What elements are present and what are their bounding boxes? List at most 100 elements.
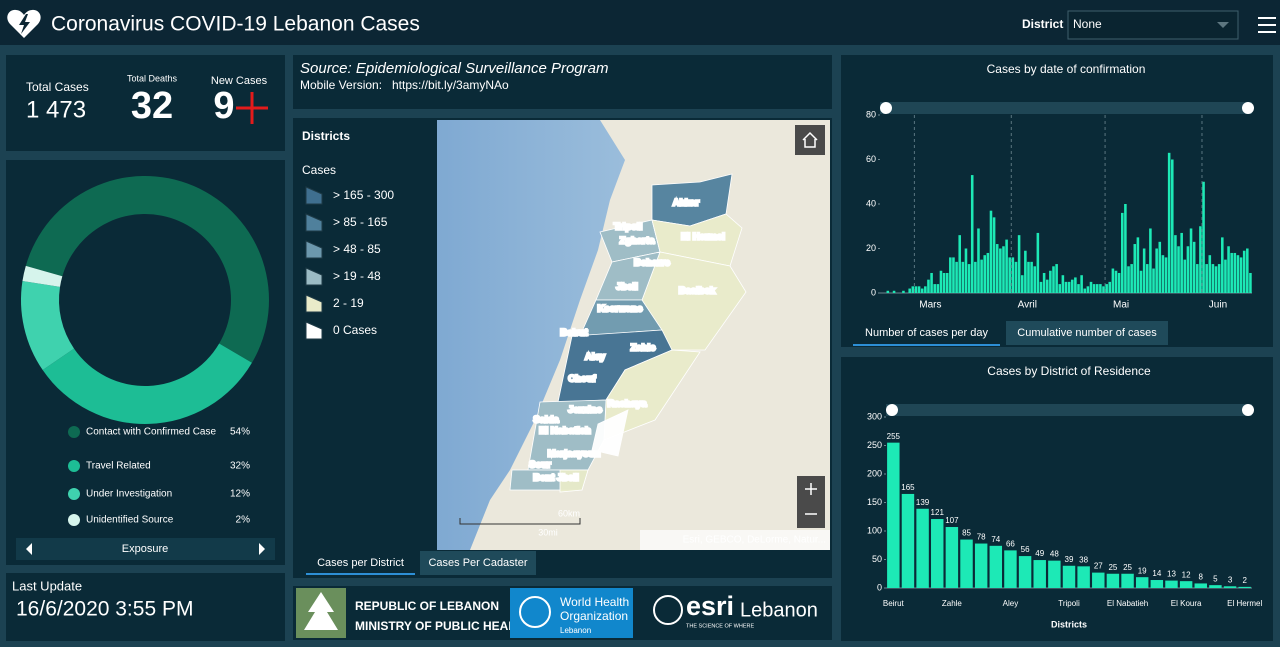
x-tick-label: Aley bbox=[1003, 599, 1019, 608]
bar bbox=[989, 545, 1003, 588]
update-panel bbox=[6, 573, 285, 641]
bar bbox=[917, 286, 921, 293]
map-legend-subtitle: Cases bbox=[302, 163, 336, 177]
legend-swatch bbox=[305, 321, 323, 340]
bar bbox=[901, 493, 915, 588]
bar bbox=[1209, 585, 1222, 588]
chart-tab[interactable] bbox=[853, 321, 1000, 345]
bar bbox=[1083, 288, 1087, 293]
chart-tab-label[interactable]: Number of cases per day bbox=[865, 327, 988, 339]
bar bbox=[1127, 266, 1130, 293]
map-tab-label[interactable]: Cases Per Cadaster bbox=[428, 557, 527, 569]
esri-country: Lebanon bbox=[740, 599, 818, 621]
x-tick-label: El Hermel bbox=[1227, 599, 1262, 608]
x-tick-label: Juin bbox=[1209, 300, 1227, 311]
legend-value: 54% bbox=[230, 427, 250, 438]
district-label: Saida bbox=[533, 415, 559, 426]
menu-button[interactable] bbox=[1258, 17, 1276, 33]
district-label: El Nabatieh bbox=[539, 426, 591, 437]
total-deaths-label: Total Deaths bbox=[127, 73, 178, 83]
last-update-label: Last Update bbox=[12, 578, 82, 593]
bar bbox=[1208, 255, 1212, 293]
chart-tab-label[interactable]: Cumulative number of cases bbox=[1017, 327, 1157, 339]
bar bbox=[1196, 264, 1199, 293]
bar bbox=[1039, 281, 1043, 293]
bar bbox=[1152, 268, 1155, 293]
map-tab[interactable] bbox=[306, 551, 415, 575]
dropdown-box[interactable] bbox=[1067, 10, 1239, 40]
bar bbox=[1135, 577, 1149, 588]
bar-value-label: 38 bbox=[1079, 555, 1088, 564]
range-slider-handle[interactable] bbox=[886, 404, 898, 416]
district-label: Aley bbox=[585, 352, 606, 363]
bar bbox=[1214, 266, 1218, 293]
bar bbox=[1106, 573, 1120, 588]
bar bbox=[945, 527, 959, 588]
next-arrow[interactable] bbox=[259, 543, 265, 555]
map-tab[interactable] bbox=[420, 551, 536, 575]
range-slider-handle[interactable] bbox=[880, 102, 892, 114]
bar bbox=[1004, 550, 1017, 588]
bar bbox=[967, 264, 971, 293]
bar bbox=[930, 272, 933, 293]
bar bbox=[933, 284, 936, 293]
range-slider-handle[interactable] bbox=[1242, 102, 1254, 114]
bar bbox=[970, 175, 974, 293]
increase-icon bbox=[236, 92, 268, 124]
scale-km: 60km bbox=[558, 508, 580, 518]
bar-value-label: 25 bbox=[1123, 563, 1132, 572]
bar bbox=[980, 259, 983, 293]
zoom-controls[interactable] bbox=[797, 476, 825, 528]
prev-arrow[interactable] bbox=[26, 543, 32, 555]
bar bbox=[1011, 257, 1015, 293]
range-slider-handle[interactable] bbox=[1242, 404, 1254, 416]
bar bbox=[1205, 264, 1208, 293]
bar-value-label: 12 bbox=[1182, 570, 1191, 579]
bar-value-label: 14 bbox=[1152, 569, 1161, 578]
menu-line[interactable] bbox=[1258, 31, 1276, 33]
bar bbox=[986, 252, 990, 293]
bar bbox=[1171, 159, 1174, 293]
bar bbox=[1042, 272, 1046, 293]
home-button[interactable] bbox=[795, 125, 825, 155]
map-tab-label[interactable]: Cases per District bbox=[317, 557, 404, 569]
menu-line[interactable] bbox=[1258, 17, 1276, 19]
total-cases: 1 473 bbox=[26, 96, 86, 123]
app-icon-bolt bbox=[19, 14, 30, 34]
chart-title: Cases by date of confirmation bbox=[987, 62, 1146, 76]
esri-tagline: THE SCIENCE OF WHERE bbox=[686, 623, 754, 629]
bar bbox=[920, 288, 924, 293]
zoom-in[interactable] bbox=[805, 483, 817, 495]
app-title: Coronavirus COVID-19 Lebanon Cases bbox=[51, 13, 420, 36]
moph-line2: MINISTRY OF PUBLIC HEALTH bbox=[355, 619, 531, 633]
bar bbox=[977, 228, 980, 293]
bar bbox=[1242, 250, 1246, 293]
x-tick-label: El Koura bbox=[1171, 599, 1202, 608]
y-tick-label: 200 bbox=[867, 468, 882, 478]
moph-line1: REPUBLIC OF LEBANON bbox=[355, 599, 499, 613]
legend-swatch bbox=[305, 294, 323, 313]
chart-tab[interactable] bbox=[1006, 321, 1168, 345]
bar bbox=[1174, 235, 1177, 293]
bar bbox=[1102, 286, 1105, 293]
dropdown-value[interactable]: None bbox=[1073, 17, 1102, 31]
dropdown-caret[interactable] bbox=[1217, 22, 1229, 28]
mobile-link[interactable]: https://bit.ly/3amyNAo bbox=[392, 78, 509, 92]
bar bbox=[1183, 259, 1187, 293]
x-axis-title: Districts bbox=[1051, 619, 1087, 629]
bar bbox=[1020, 275, 1024, 293]
moph-emblem bbox=[304, 592, 338, 630]
bar bbox=[958, 235, 961, 293]
map-legend-label: > 165 - 300 bbox=[333, 188, 394, 202]
district-dropdown[interactable]: None bbox=[1067, 10, 1239, 40]
district-label: Jezzine bbox=[568, 405, 602, 416]
bar bbox=[1018, 556, 1032, 588]
legend-swatch bbox=[305, 267, 323, 286]
district-label: District bbox=[1022, 17, 1063, 31]
district-area bbox=[559, 469, 589, 493]
bar bbox=[1165, 580, 1178, 588]
home-icon[interactable] bbox=[802, 131, 818, 148]
menu-line[interactable] bbox=[1258, 24, 1276, 26]
home-box[interactable] bbox=[795, 125, 825, 155]
